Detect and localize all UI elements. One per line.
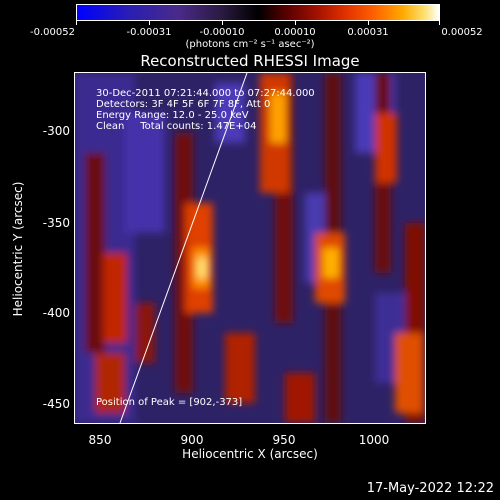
y-tick-label: -300 [42, 124, 70, 138]
colorbar-units: (photons cm⁻² s⁻¹ asec⁻²) [185, 39, 315, 50]
info-time-range: 30-Dec-2011 07:21:44.000 to 07:27:44.000 [96, 88, 315, 99]
map-blobs [75, 73, 425, 423]
colorbar-tick [76, 21, 77, 25]
colorbar-tick [439, 21, 440, 25]
colorbar [76, 4, 440, 21]
colorbar-tick [149, 21, 150, 25]
colorbar-tick-label: 0.00052 [441, 27, 483, 38]
x-axis-label: Heliocentric X (arcsec) [182, 447, 318, 461]
colorbar-tick [368, 21, 369, 25]
colorbar-tick-label: -0.00052 [30, 27, 75, 38]
solar-limb-line [119, 73, 248, 423]
y-tick-label: -400 [42, 306, 70, 320]
colorbar-tick-label: 0.00010 [274, 27, 316, 38]
timestamp: 17-May-2022 12:22 [366, 481, 494, 496]
x-tick-label: 950 [272, 433, 296, 447]
info-detectors: Detectors: 3F 4F 5F 6F 7F 8F, Att 0 [96, 99, 271, 110]
y-axis-label: Heliocentric Y (arcsec) [11, 181, 25, 317]
rhessi-image-panel [74, 72, 426, 424]
colorbar-tick [295, 21, 296, 25]
image-title: Reconstructed RHESSI Image [140, 52, 360, 70]
y-tick-label: -350 [42, 216, 70, 230]
colorbar-tick-label: -0.00031 [126, 27, 172, 38]
colorbar-tick-label: -0.00010 [199, 27, 245, 38]
peak-position: Position of Peak = [902,-373] [96, 397, 243, 408]
info-counts: Clean Total counts: 1.47E+04 [96, 121, 257, 132]
info-energy-range: Energy Range: 12.0 - 25.0 keV [96, 110, 249, 121]
colorbar-tick-label: 0.00031 [347, 27, 389, 38]
rhessi-intensity-map [75, 73, 425, 423]
x-tick-label: 1000 [358, 433, 390, 447]
x-tick-label: 850 [88, 433, 112, 447]
x-tick-label: 900 [180, 433, 204, 447]
y-tick-label: -450 [42, 397, 70, 411]
colorbar-tick [222, 21, 223, 25]
